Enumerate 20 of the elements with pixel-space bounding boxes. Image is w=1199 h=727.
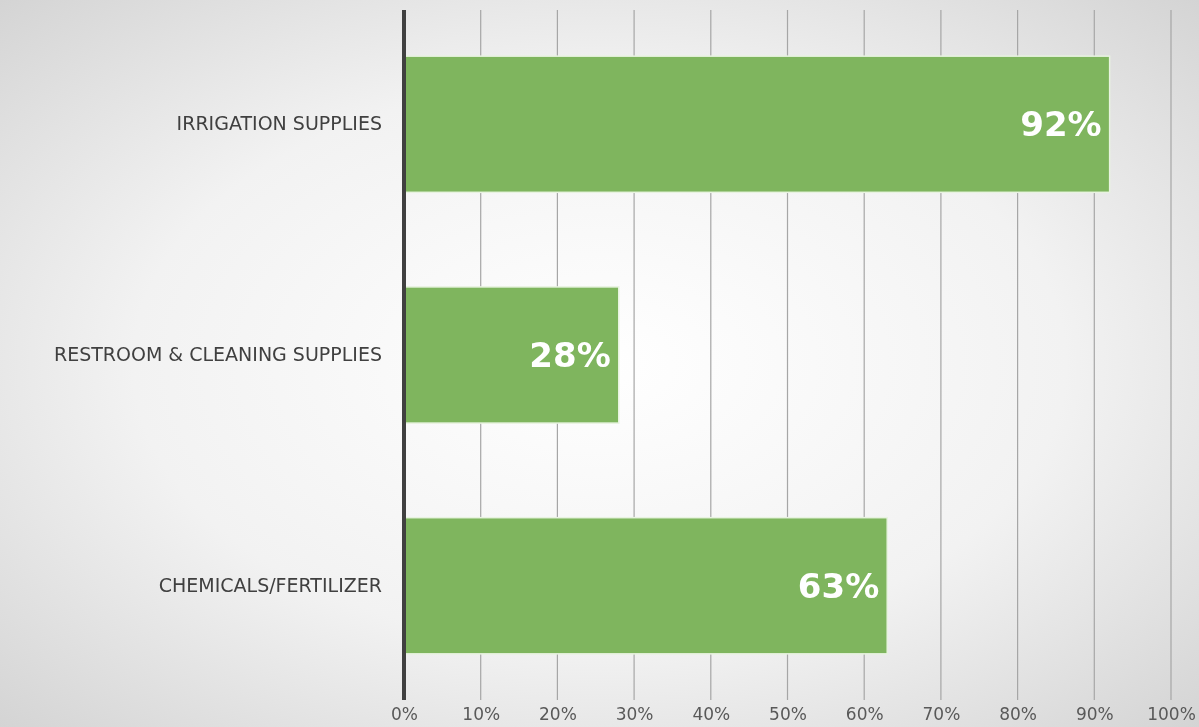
data-label: 63%	[797, 565, 880, 606]
bar	[403, 286, 620, 424]
y-tick-label: IRRIGATION SUPPLIES	[176, 112, 382, 135]
x-tick-label: 40%	[692, 704, 731, 725]
x-tick-label: 0%	[391, 704, 418, 725]
x-tick-label: 10%	[462, 704, 501, 725]
x-tick-label: 50%	[769, 704, 807, 725]
y-tick-label: CHEMICALS/FERTILIZER	[158, 573, 382, 596]
bar	[403, 516, 888, 655]
x-tick-label: 100%	[1147, 704, 1196, 725]
x-tick-label: 20%	[539, 704, 577, 725]
bar	[403, 55, 1111, 194]
y-tick-label: RESTROOM & CLEANING SUPPLIES	[53, 343, 382, 366]
x-tick-label: 90%	[1075, 704, 1114, 725]
data-label: 28%	[529, 334, 611, 375]
x-tick-label: 60%	[845, 704, 884, 725]
x-tick-label: 30%	[615, 704, 654, 725]
x-tick-label: 80%	[999, 704, 1037, 725]
data-label: 92%	[1020, 104, 1102, 145]
x-tick-label: 70%	[922, 704, 961, 725]
